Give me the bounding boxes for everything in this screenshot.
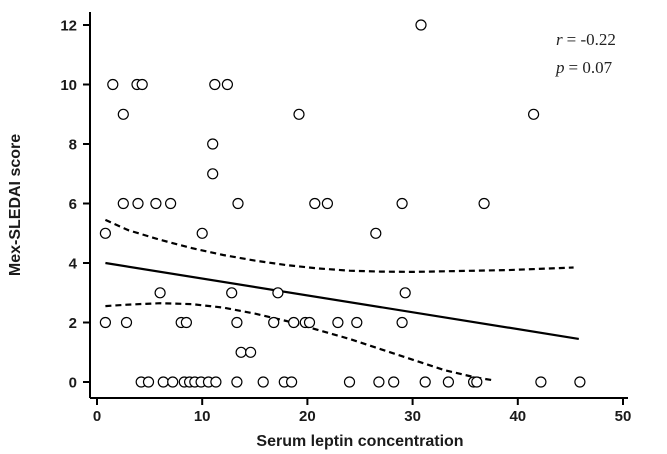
data-point [207, 138, 219, 150]
x-tick-label: 40 [509, 408, 526, 425]
x-tick-label: 50 [615, 408, 632, 425]
y-tick-label: 12 [60, 18, 77, 35]
data-point [180, 316, 192, 329]
data-point [136, 78, 148, 91]
x-tick-label: 20 [299, 408, 316, 425]
x-tick-label: 30 [404, 408, 421, 425]
data-point [415, 19, 427, 31]
data-point [245, 346, 257, 358]
data-point [207, 168, 219, 180]
data-point [231, 316, 243, 329]
data-point [303, 316, 316, 329]
y-tick-label: 4 [69, 256, 78, 273]
x-tick-label: 10 [194, 408, 211, 425]
data-point [157, 376, 169, 388]
data-point [120, 316, 133, 329]
y-tick-label: 2 [69, 315, 77, 332]
data-point [221, 78, 233, 91]
data-point [142, 376, 155, 388]
data-point [471, 376, 483, 388]
data-point [226, 287, 238, 299]
data-point [150, 197, 162, 210]
data-point [117, 108, 129, 120]
data-point [288, 316, 300, 329]
ci-lower-line [105, 302, 495, 382]
data-point [231, 376, 243, 388]
data-point [399, 287, 411, 299]
data-point [99, 227, 112, 239]
data-point [321, 197, 333, 210]
data-point [132, 197, 144, 210]
y-tick-label: 0 [69, 375, 77, 392]
y-axis-title: Mex-SLEDAI score [7, 134, 24, 276]
data-point [232, 197, 244, 210]
data-point [343, 376, 356, 388]
data-point [272, 287, 284, 299]
data-point [167, 376, 179, 388]
data-point [419, 376, 431, 388]
data-point [268, 316, 280, 329]
data-point [396, 316, 408, 329]
data-point [388, 376, 400, 388]
data-point [309, 197, 321, 210]
data-point [107, 78, 119, 91]
data-point [293, 108, 305, 120]
data-point [527, 108, 540, 120]
y-tick-label: 10 [60, 77, 77, 94]
data-point [117, 197, 129, 210]
data-point [332, 316, 344, 329]
x-axis-ticks: 0 10 20 30 40 50 [93, 398, 632, 425]
y-tick-label: 6 [69, 196, 77, 213]
data-point [257, 376, 269, 388]
y-tick-label: 8 [69, 137, 77, 154]
data-point [535, 376, 547, 388]
data-point [286, 376, 298, 388]
data-point [351, 316, 363, 329]
x-tick-label: 0 [93, 408, 101, 425]
data-point [478, 197, 490, 210]
data-point [154, 287, 166, 299]
data-point [396, 197, 408, 210]
plot-marks [99, 19, 586, 388]
p-value-annotation: p = 0.07 [555, 58, 613, 77]
data-point [99, 316, 112, 329]
data-point [373, 376, 385, 388]
data-point [165, 197, 177, 210]
data-point [574, 376, 586, 388]
data-point [210, 376, 222, 388]
regression-line [105, 261, 579, 340]
data-point [235, 346, 247, 358]
y-axis-ticks: 0 2 4 6 8 10 12 [60, 18, 90, 392]
data-point [209, 78, 221, 91]
data-point [196, 227, 208, 239]
x-axis-title: Serum leptin concentration [256, 433, 463, 450]
ci-upper-line [104, 218, 574, 274]
data-point [370, 227, 382, 239]
correlation-annotation: r = -0.22 [556, 30, 616, 49]
data-point [442, 376, 454, 388]
